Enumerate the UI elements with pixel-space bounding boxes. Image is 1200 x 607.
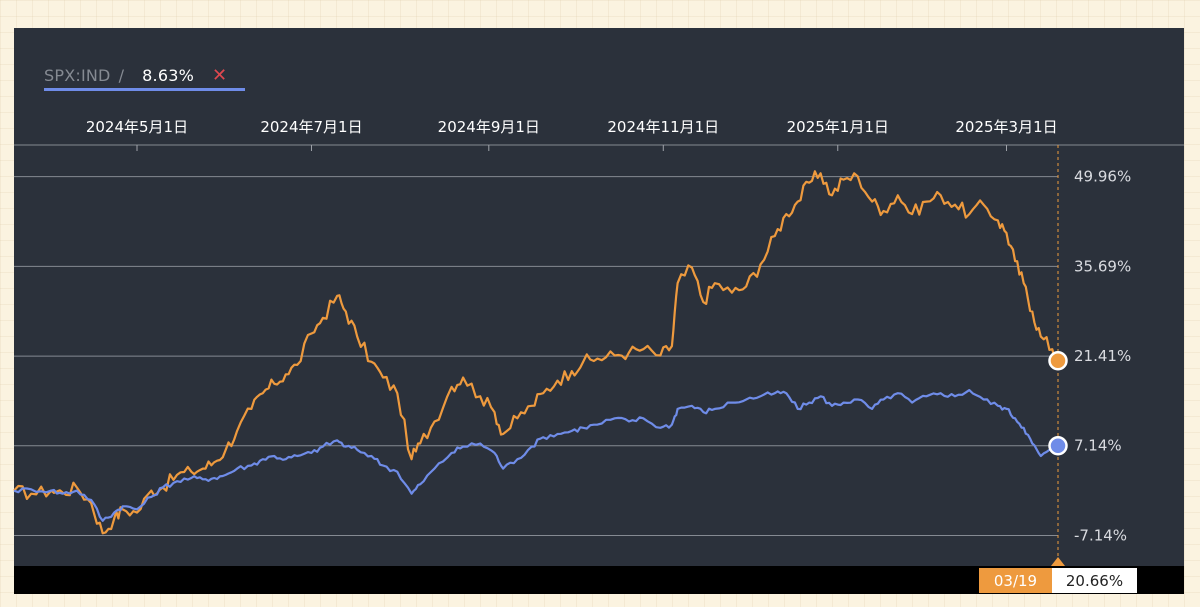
legend-symbol[interactable]: SPX:IND — [44, 65, 111, 85]
x-tick-label: 2024年5月1日 — [86, 118, 188, 136]
tooltip-date: 03/19 — [979, 568, 1052, 593]
y-tick-label: 21.41% — [1074, 347, 1131, 365]
series-end-point-blue — [1048, 435, 1068, 456]
chart-panel — [14, 28, 1184, 594]
x-tick-label: 2024年9月1日 — [438, 118, 540, 136]
x-tick-label: 2025年1月1日 — [787, 118, 889, 136]
legend-separator: / — [118, 65, 125, 85]
crosshair-marker — [1051, 557, 1065, 566]
x-tick-label: 2024年7月1日 — [260, 118, 362, 136]
tooltip-value: 20.66% — [1052, 568, 1137, 593]
x-tick-label: 2025年3月1日 — [955, 118, 1057, 136]
series-line-orange — [13, 170, 1059, 535]
series-line-blue — [13, 389, 1060, 522]
series-end-point-orange — [1048, 351, 1068, 371]
y-tick-label: 35.69% — [1074, 257, 1131, 275]
legend-underline — [44, 88, 245, 91]
y-tick-label: 49.96% — [1074, 168, 1131, 186]
y-tick-label: -7.14% — [1074, 526, 1127, 544]
x-tick-label: 2024年11月1日 — [607, 118, 719, 136]
close-icon[interactable]: ✕ — [212, 64, 228, 86]
y-tick-label: 7.14% — [1074, 437, 1122, 455]
legend: SPX:IND / 8.63% ✕ — [44, 60, 227, 90]
legend-value: 8.63% — [142, 65, 194, 85]
